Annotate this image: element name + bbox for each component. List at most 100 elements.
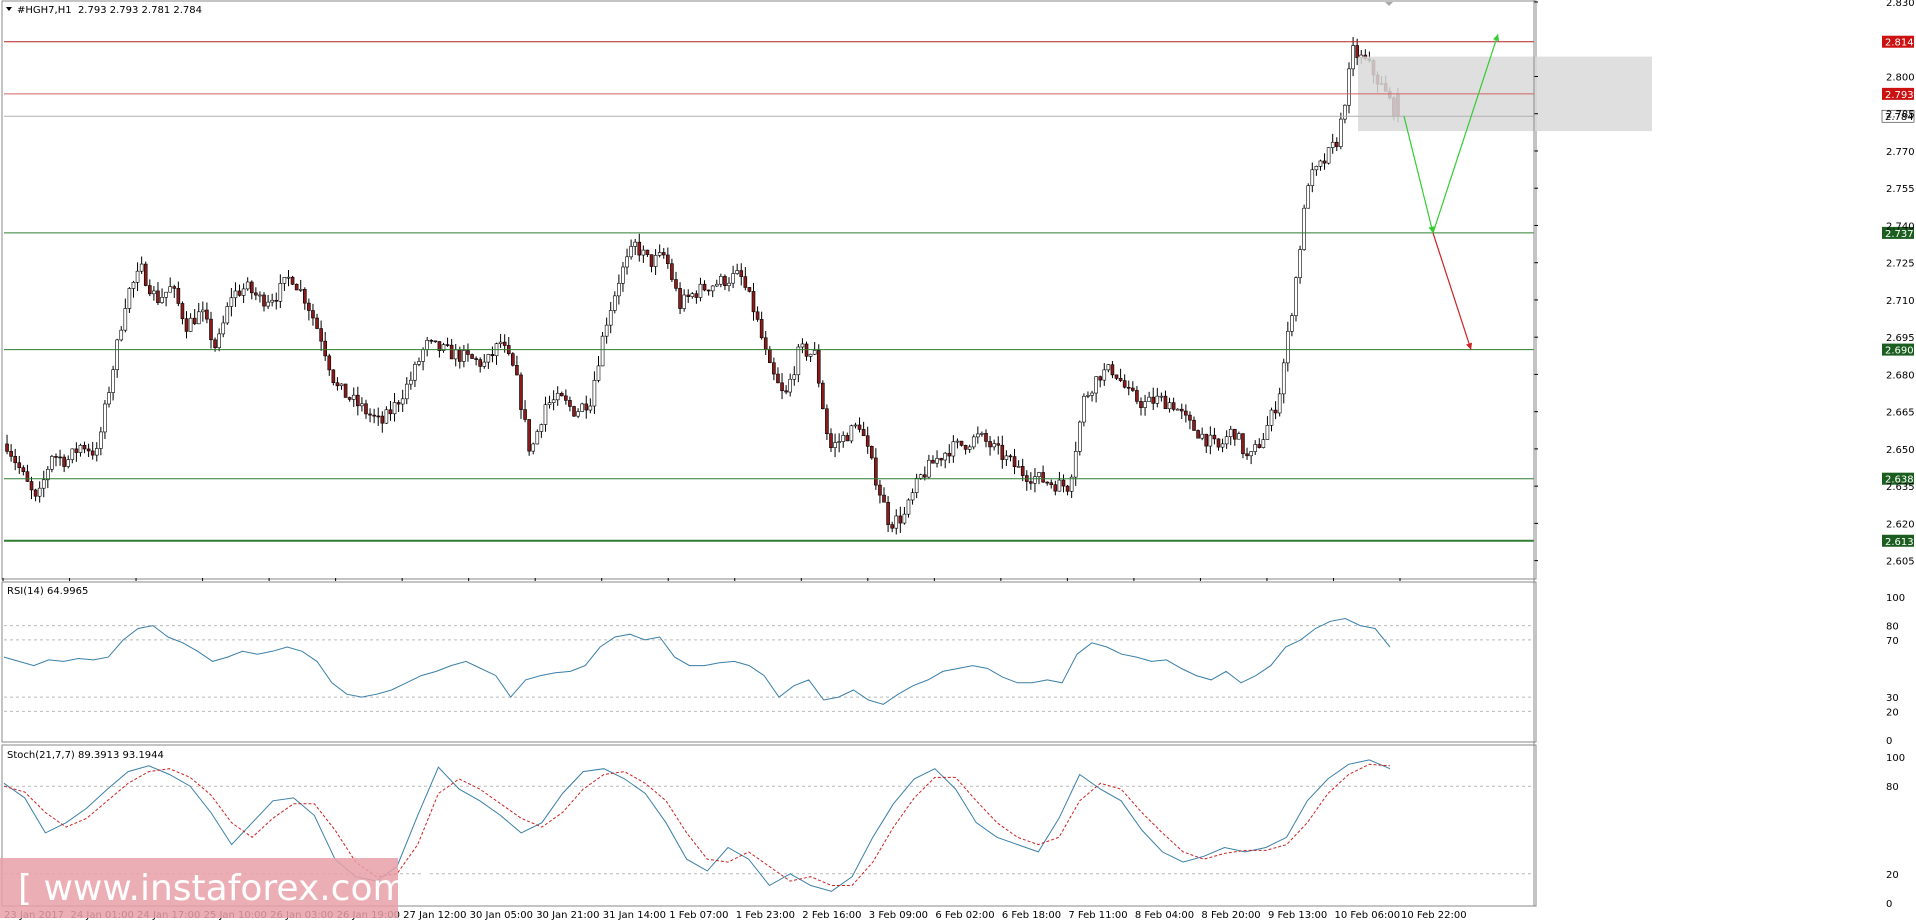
- candle-body: [1204, 433, 1209, 447]
- candle-body: [674, 279, 678, 289]
- candle-body: [1122, 380, 1127, 388]
- stoch-main-line: [3, 759, 1391, 892]
- price-tag-label: 2.793: [1885, 90, 1914, 101]
- candle-body: [727, 282, 731, 287]
- candle-body: [1045, 481, 1049, 484]
- candle-body: [482, 361, 487, 367]
- candle-body: [568, 400, 572, 407]
- scroll-marker-icon: [1385, 2, 1393, 6]
- candle-body: [441, 344, 446, 351]
- candle-body: [225, 306, 230, 324]
- candle-body: [498, 341, 503, 344]
- candle-body: [168, 286, 172, 293]
- candle-body: [278, 283, 283, 302]
- price-tag-label: 2.638: [1885, 475, 1914, 486]
- triangle-down-icon[interactable]: [6, 7, 12, 11]
- candle-body: [1192, 419, 1196, 431]
- candle-body: [621, 266, 625, 284]
- candle-body: [1212, 434, 1217, 440]
- candle-body: [192, 317, 197, 325]
- candle-body: [245, 281, 250, 290]
- candle-body: [1147, 396, 1151, 402]
- candle-body: [470, 354, 474, 359]
- candle-body: [796, 346, 801, 376]
- candle-body: [882, 494, 886, 503]
- candle-body: [959, 440, 964, 446]
- candle-body: [706, 289, 711, 292]
- candle-body: [1347, 68, 1351, 106]
- time-tick-label: 31 Jan 14:00: [603, 910, 666, 921]
- candle-body: [404, 383, 409, 400]
- candle-body: [1118, 378, 1123, 381]
- candle-body: [1188, 414, 1192, 421]
- candle-body: [1269, 409, 1274, 426]
- candle-body: [547, 402, 552, 405]
- candle-body: [816, 350, 821, 384]
- rsi-tick-label: 80: [1886, 622, 1899, 633]
- price-tag: [1882, 87, 1914, 100]
- candle-body: [906, 499, 911, 515]
- candle-body: [343, 383, 348, 398]
- candle-body: [1290, 315, 1294, 332]
- candle-body: [527, 419, 531, 452]
- price-tag: [1882, 226, 1914, 239]
- candle-body: [1306, 185, 1311, 209]
- candle-body: [1298, 249, 1302, 278]
- candle-body: [1196, 430, 1200, 439]
- candle-body: [213, 339, 217, 349]
- candle-body: [1322, 160, 1327, 164]
- time-tick-label: 10 Feb 06:00: [1334, 910, 1400, 921]
- candle-body: [1151, 396, 1156, 404]
- candle-body: [747, 287, 752, 292]
- candle-body: [963, 445, 968, 450]
- candle-body: [523, 409, 527, 420]
- candle-body: [686, 294, 691, 297]
- candle-body: [164, 291, 168, 298]
- candle-body: [339, 383, 344, 387]
- candle-body: [380, 415, 385, 424]
- candle-body: [335, 382, 340, 387]
- candle-body: [755, 311, 760, 320]
- candle-body: [50, 456, 54, 470]
- candle-body: [572, 406, 576, 417]
- candle-body: [1179, 408, 1184, 412]
- candle-body: [209, 318, 213, 341]
- candle-body: [123, 308, 128, 331]
- candle-body: [1334, 141, 1339, 147]
- candle-body: [1155, 395, 1160, 404]
- candle-body: [874, 457, 878, 486]
- candle-body: [474, 358, 478, 360]
- candle-body: [1159, 395, 1164, 398]
- candle-body: [849, 425, 854, 442]
- candle-body: [453, 349, 458, 360]
- candle-body: [237, 290, 242, 296]
- price-tick-label: 2.755: [1886, 184, 1915, 195]
- candle-body: [241, 288, 246, 296]
- candle-body: [1253, 444, 1257, 452]
- candle-body: [1082, 395, 1086, 423]
- candle-body: [784, 390, 788, 393]
- price-tick-label: 2.665: [1886, 408, 1915, 419]
- price-tag-label: 2.690: [1885, 346, 1914, 357]
- main-panel-header: #HGH7,H1 2.793 2.793 2.781 2.784: [17, 5, 202, 16]
- candle-body: [580, 403, 584, 412]
- candle-body: [254, 292, 258, 296]
- candle-body: [466, 350, 470, 355]
- rsi-panel-frame: [1, 581, 1537, 743]
- candle-body: [364, 403, 368, 415]
- time-tick-label: 30 Jan 21:00: [536, 910, 599, 921]
- candle-body: [229, 297, 234, 307]
- candle-body: [54, 456, 58, 458]
- candle-body: [869, 446, 874, 459]
- forecast-down-arrow-head: [1466, 342, 1473, 350]
- candle-body: [592, 380, 597, 407]
- candle-body: [1302, 207, 1306, 250]
- candle-body: [400, 398, 405, 405]
- candle-body: [857, 424, 862, 430]
- candle-body: [1310, 169, 1315, 186]
- candle-body: [1008, 455, 1013, 458]
- candle-body: [788, 378, 792, 393]
- candle-body: [33, 489, 38, 497]
- candle-body: [172, 286, 177, 289]
- candle-body: [739, 270, 744, 277]
